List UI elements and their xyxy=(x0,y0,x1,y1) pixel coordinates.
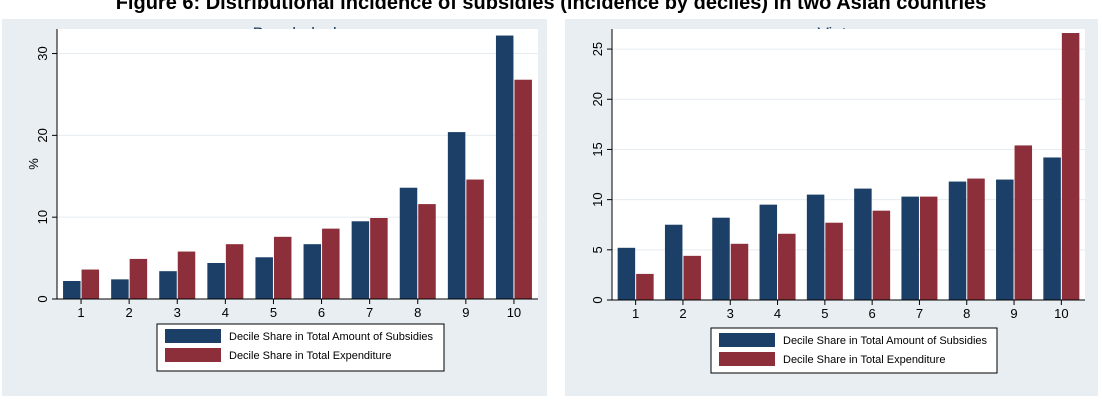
bar-subsidies xyxy=(759,204,778,300)
y-tick-label: 10 xyxy=(590,192,605,206)
x-tick-label: 7 xyxy=(366,305,373,320)
x-tick-label: 5 xyxy=(270,305,277,320)
bar-expenditure xyxy=(322,228,340,299)
x-tick-label: 1 xyxy=(632,306,639,321)
x-tick-label: 10 xyxy=(1054,306,1068,321)
bar-subsidies xyxy=(712,217,730,300)
x-tick-label: 9 xyxy=(462,305,469,320)
bar-expenditure xyxy=(683,255,701,300)
bar-subsidies xyxy=(1043,157,1061,300)
x-tick-label: 10 xyxy=(507,305,521,320)
x-tick-label: 8 xyxy=(963,306,970,321)
plot-area xyxy=(612,29,1085,300)
bar-expenditure xyxy=(177,251,196,299)
bar-subsidies xyxy=(207,263,225,299)
bar-subsidies xyxy=(63,281,81,299)
bar-expenditure xyxy=(778,233,796,300)
bar-expenditure xyxy=(129,258,148,299)
bar-expenditure xyxy=(872,210,891,300)
legend-swatch-expenditure xyxy=(719,352,775,366)
x-tick-label: 7 xyxy=(916,306,923,321)
x-tick-label: 4 xyxy=(222,305,229,320)
bar-expenditure xyxy=(636,273,654,300)
y-tick-label: 30 xyxy=(35,46,50,60)
bar-expenditure xyxy=(225,244,244,299)
x-tick-label: 2 xyxy=(126,305,133,320)
bar-subsidies xyxy=(617,247,636,300)
bar-expenditure xyxy=(1014,145,1033,300)
y-axis-label: % xyxy=(26,158,41,170)
x-tick-label: 6 xyxy=(318,305,325,320)
y-tick-label: 20 xyxy=(35,128,50,142)
y-tick-label: 0 xyxy=(35,295,50,302)
legend-swatch-subsidies xyxy=(165,329,221,343)
x-tick-label: 6 xyxy=(869,306,876,321)
bar-expenditure xyxy=(418,204,436,299)
x-tick-label: 1 xyxy=(77,305,84,320)
bar-subsidies xyxy=(495,35,514,299)
bar-expenditure xyxy=(825,222,843,300)
bar-expenditure xyxy=(967,178,985,300)
x-tick-label: 3 xyxy=(727,306,734,321)
bar-subsidies xyxy=(664,224,683,300)
bar-subsidies xyxy=(806,194,825,300)
bar-subsidies xyxy=(901,196,919,300)
legend-label-subsidies: Decile Share in Total Amount of Subsidie… xyxy=(229,331,434,343)
bar-expenditure xyxy=(730,243,749,300)
bar-expenditure xyxy=(1061,33,1080,300)
bar-subsidies xyxy=(255,257,273,299)
legend-label-expenditure: Decile Share in Total Expenditure xyxy=(783,354,945,366)
bar-subsidies xyxy=(159,271,177,299)
bar-subsidies xyxy=(447,132,466,299)
bar-expenditure xyxy=(273,236,292,299)
bar-subsidies xyxy=(111,279,129,299)
bar-subsidies xyxy=(303,244,322,299)
y-tick-label: 0 xyxy=(590,296,605,303)
bar-subsidies xyxy=(854,188,872,300)
x-tick-label: 3 xyxy=(174,305,181,320)
x-tick-label: 2 xyxy=(679,306,686,321)
bar-expenditure xyxy=(81,269,100,299)
y-tick-label: 10 xyxy=(35,210,50,224)
bar-expenditure xyxy=(514,79,532,300)
y-tick-label: 20 xyxy=(590,92,605,106)
bar-expenditure xyxy=(466,179,484,299)
legend-swatch-expenditure xyxy=(165,348,221,362)
figure-title: Figure 6: Distributional incidence of su… xyxy=(115,0,987,14)
y-tick-label: 5 xyxy=(590,246,605,253)
x-tick-label: 9 xyxy=(1010,306,1017,321)
legend-label-expenditure: Decile Share in Total Expenditure xyxy=(229,350,391,362)
bar-subsidies xyxy=(996,179,1014,300)
plot-area xyxy=(57,29,538,299)
y-tick-label: 15 xyxy=(590,142,605,156)
x-tick-label: 5 xyxy=(821,306,828,321)
bar-expenditure xyxy=(370,218,388,299)
x-tick-label: 8 xyxy=(414,305,421,320)
legend-swatch-subsidies xyxy=(719,333,775,347)
bar-expenditure xyxy=(919,196,938,300)
bar-subsidies xyxy=(399,187,418,299)
bar-subsidies xyxy=(351,221,370,299)
y-tick-label: 25 xyxy=(590,42,605,56)
x-tick-label: 4 xyxy=(774,306,781,321)
bar-subsidies xyxy=(948,181,967,300)
legend-label-subsidies: Decile Share in Total Amount of Subsidie… xyxy=(783,335,988,347)
